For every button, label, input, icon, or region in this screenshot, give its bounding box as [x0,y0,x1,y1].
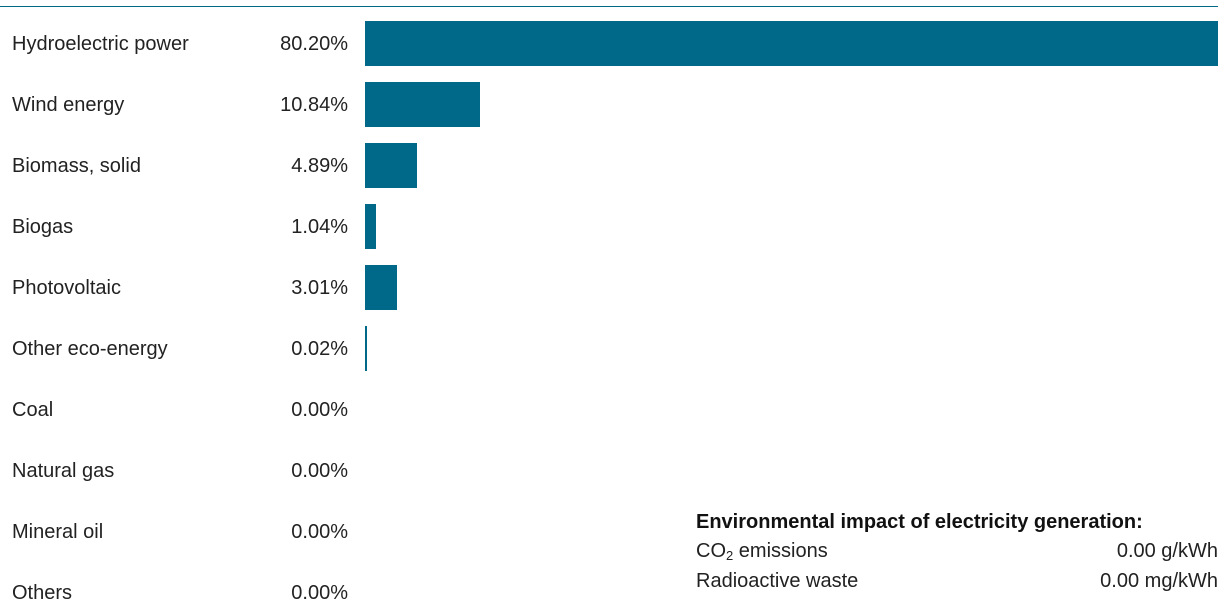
co2-emissions-label: CO2 emissions [696,536,828,566]
value-label: 0.00% [291,459,348,482]
bar [365,204,377,249]
co2-emissions-row: CO2 emissions 0.00 g/kWh [696,536,1218,566]
value-label: 4.89% [291,154,348,177]
value-label: 0.00% [291,398,348,421]
value-label: 0.00% [291,520,348,543]
co2-label-suffix: emissions [733,540,828,562]
category-label: Hydroelectric power [12,32,189,55]
bar [365,21,1218,66]
value-label: 0.00% [291,581,348,604]
category-label: Biogas [12,215,74,238]
top-rule [0,6,1218,7]
value-label: 10.84% [280,93,348,116]
value-label: 3.01% [291,276,348,299]
value-label: 0.02% [291,337,348,360]
bar [365,265,397,310]
bar [365,82,481,127]
radioactive-waste-label: Radioactive waste [696,570,859,592]
radioactive-waste-row: Radioactive waste 0.00 mg/kWh [696,566,1218,596]
environmental-impact-title: Environmental impact of electricity gene… [696,511,1143,533]
bar [365,326,367,371]
value-label: 80.20% [280,32,348,55]
co2-label-prefix: CO [696,540,726,562]
category-label: Photovoltaic [12,276,121,299]
category-label: Coal [12,398,54,421]
category-label: Other eco-energy [12,337,168,360]
category-label: Others [12,581,73,604]
category-label: Biomass, solid [12,154,141,177]
category-label: Wind energy [12,93,125,116]
value-label: 1.04% [291,215,348,238]
radioactive-waste-value: 0.00 mg/kWh [1100,570,1218,592]
bar [365,143,417,188]
category-label: Natural gas [12,459,115,482]
co2-emissions-value: 0.00 g/kWh [1116,540,1218,562]
category-label: Mineral oil [12,520,104,543]
co2-label-subscript: 2 [726,548,734,563]
environmental-impact-panel: Environmental impact of electricity gene… [696,508,1218,596]
